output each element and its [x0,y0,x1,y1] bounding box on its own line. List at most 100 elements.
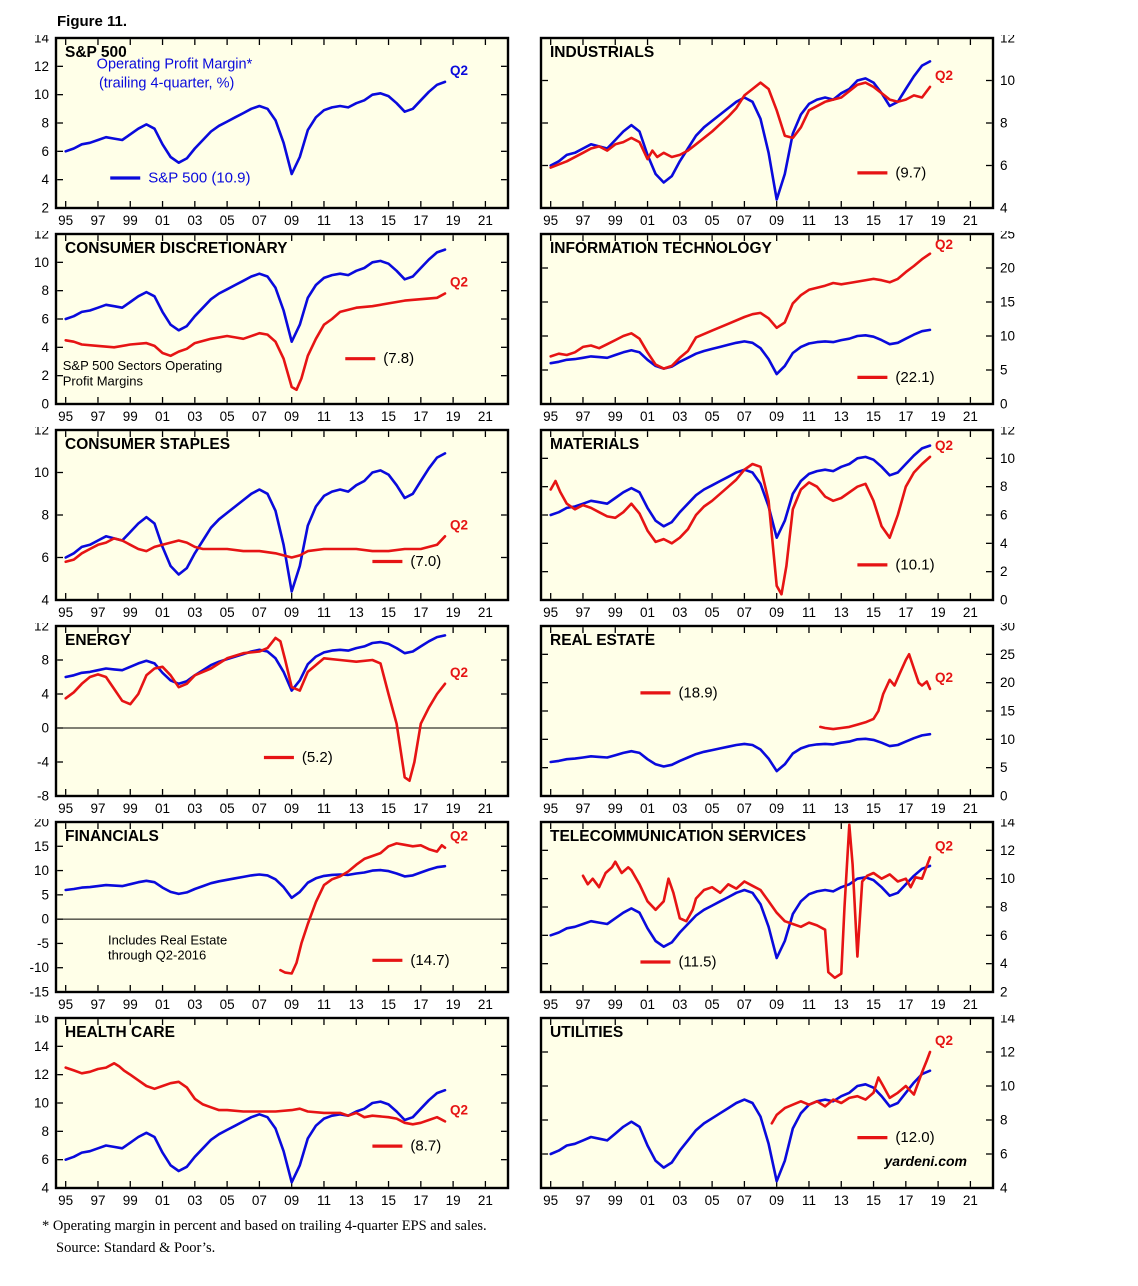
x-tick-label: 07 [252,213,267,228]
x-tick-label: 07 [252,997,267,1012]
x-tick-label: 03 [187,997,202,1012]
x-tick-label: 17 [898,997,913,1012]
panel-title: FINANCIALS [65,828,159,845]
x-tick-label: 01 [640,1193,655,1208]
x-tick-label: 19 [446,605,461,620]
panel-title: TELECOMMUNICATION SERVICES [550,828,806,845]
x-tick-label: 99 [608,409,623,424]
annotation-text: S&P 500 Sectors Operating [63,358,222,373]
q2-label: Q2 [450,275,468,290]
x-tick-label: 01 [155,605,170,620]
y-tick-label: 10 [34,1096,49,1111]
x-tick-label: 17 [898,605,913,620]
x-tick-label: 11 [802,213,816,228]
x-tick-label: 03 [672,605,687,620]
y-tick-label: 10 [1000,329,1015,344]
x-tick-label: 21 [963,605,978,620]
x-tick-label: 01 [155,213,170,228]
chart-panel-telecommunication_services: 2 4 6 8 10 12 14 95 97 99 01 03 05 07 09 11 13 15 17 19 21 TE… [539,819,1016,1012]
x-tick-label: 01 [155,997,170,1012]
x-tick-label: 17 [898,1193,913,1208]
x-tick-label: 17 [413,409,428,424]
y-tick-label: 12 [1000,843,1015,858]
x-tick-label: 07 [737,213,752,228]
plot-area [54,624,510,798]
y-tick-label: 12 [34,1067,49,1082]
annotation-text: (trailing 4-quarter, %) [99,75,234,91]
x-tick-label: 13 [834,213,849,228]
y-tick-label: 12 [34,427,49,438]
x-tick-label: 17 [898,801,913,816]
x-tick-label: 09 [769,409,784,424]
chart-panel-materials: 0 2 4 6 8 10 12 95 97 99 01 03 05 07 09 11 13 15 17 19 21 MAT… [539,427,1015,620]
chart-panel-industrials: 4 6 8 10 12 95 97 99 01 03 05 07 09 11 13 15 17 19 21 INDUS… [539,35,1015,228]
y-tick-label: 6 [41,550,49,565]
y-tick-label: 4 [41,593,49,608]
x-tick-label: 21 [478,997,493,1012]
y-tick-label: 2 [1000,985,1008,1000]
x-tick-label: 17 [898,409,913,424]
chart-panel-consumer_discretionary: 0 2 4 6 8 10 12 95 97 99 01 03 05 07 09 11 13 15 17 19 21 CON… [34,231,510,424]
x-tick-label: 95 [58,409,73,424]
y-tick-label: 10 [34,255,49,270]
x-tick-label: 07 [252,1193,267,1208]
x-tick-label: 11 [317,409,331,424]
y-tick-label: 8 [41,508,49,523]
x-tick-label: 11 [317,213,331,228]
y-tick-label: 4 [41,340,49,355]
x-tick-label: 05 [220,213,235,228]
y-tick-label: 12 [1000,35,1015,46]
x-tick-label: 13 [834,1193,849,1208]
x-tick-label: 13 [349,997,364,1012]
x-tick-label: 19 [931,605,946,620]
x-tick-label: 21 [478,605,493,620]
x-tick-label: 01 [640,801,655,816]
legend-label: (14.7) [410,952,449,969]
x-tick-label: 21 [963,1193,978,1208]
x-tick-label: 13 [834,409,849,424]
q2-label: Q2 [935,438,953,453]
x-tick-label: 99 [123,1193,138,1208]
y-tick-label: 8 [1000,900,1008,915]
panel-title: MATERIALS [550,436,639,453]
x-tick-label: 99 [608,605,623,620]
x-tick-label: 13 [349,409,364,424]
x-tick-label: 01 [640,997,655,1012]
x-tick-label: 13 [834,997,849,1012]
x-tick-label: 03 [672,997,687,1012]
x-tick-label: 97 [575,409,590,424]
y-tick-label: 12 [34,59,49,74]
y-tick-label: 0 [1000,397,1008,412]
x-tick-label: 15 [381,213,396,228]
x-tick-label: 95 [543,409,558,424]
y-tick-label: 2 [41,201,49,216]
figure-root: Figure 11. 2 4 6 8 10 12 14 95 97 99 01 03 05 07 09 11 1… [0,13,1138,1260]
plot-area [539,36,995,210]
sector-line [581,823,932,980]
x-tick-label: 95 [543,801,558,816]
y-tick-label: 4 [1000,201,1008,216]
legend-label: (12.0) [895,1129,934,1146]
footnote-source: Source: Standard & Poor’s. [56,1240,216,1257]
sp500-line [64,1088,447,1184]
x-tick-label: 01 [640,605,655,620]
x-tick-label: 05 [220,997,235,1012]
sp500-line [64,80,447,176]
panel-title: REAL ESTATE [550,632,655,649]
x-tick-label: 19 [931,409,946,424]
x-tick-label: 01 [155,1193,170,1208]
plot-area [54,36,510,210]
y-tick-label: 6 [41,312,49,327]
x-tick-label: 21 [963,997,978,1012]
y-tick-label: 2 [1000,564,1008,579]
y-tick-label: -10 [29,960,49,975]
annotation-text: yardeni.com [884,1153,967,1169]
x-tick-label: 97 [90,213,105,228]
x-tick-label: 07 [737,605,752,620]
chart-row-6: 4 6 8 10 12 14 16 95 97 99 01 03 05 07 09 11 13 15 17 19 21 H… [16,1015,1138,1211]
x-tick-label: 19 [446,1193,461,1208]
x-tick-label: 21 [963,213,978,228]
x-tick-label: 15 [381,997,396,1012]
x-tick-label: 13 [349,605,364,620]
